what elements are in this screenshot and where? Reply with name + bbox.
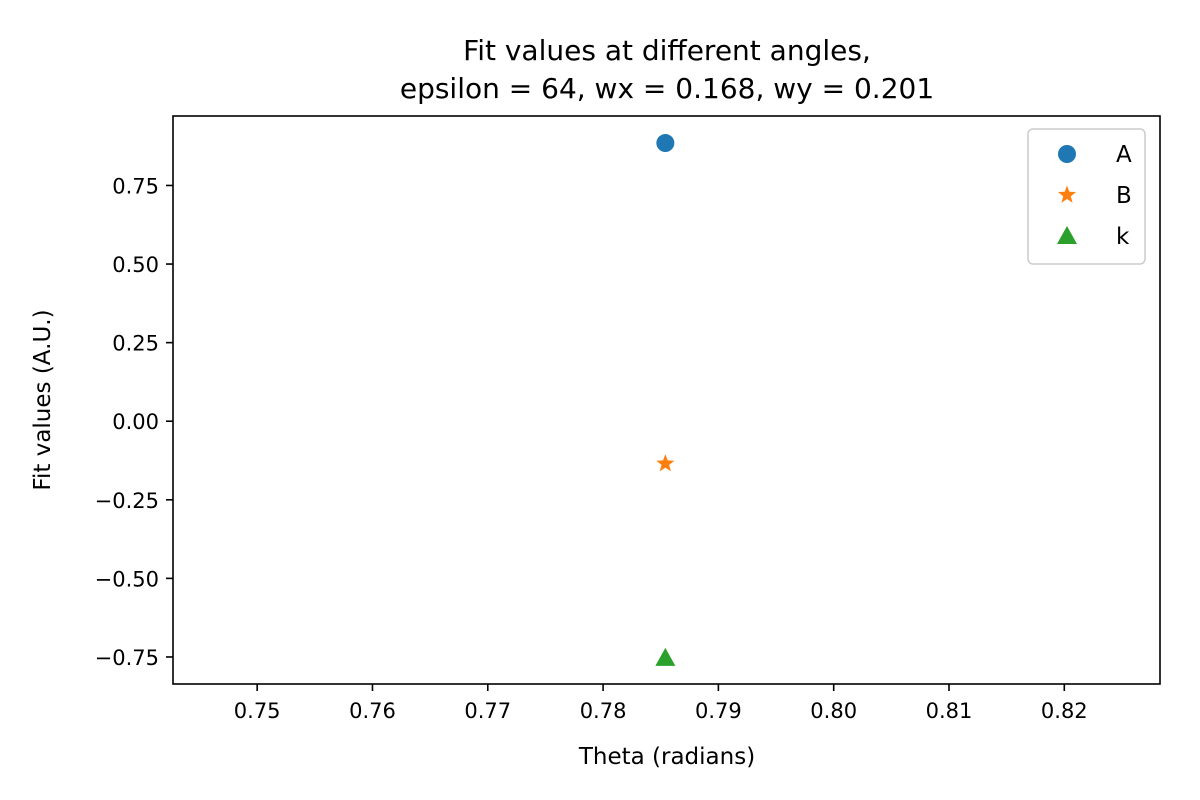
plot-area bbox=[172, 115, 1161, 685]
x-tick-label: 0.79 bbox=[695, 699, 742, 723]
data-points bbox=[655, 134, 676, 666]
legend-label-k: k bbox=[1116, 224, 1130, 250]
x-axis: 0.75 0.76 0.77 0.78 0.79 0.80 0.81 0.82 bbox=[234, 684, 1088, 723]
legend: ABk bbox=[1027, 128, 1146, 265]
chart-title-line1: Fit values at different angles, bbox=[463, 34, 871, 67]
legend-marker-b bbox=[1057, 185, 1077, 203]
y-tick-label: −0.75 bbox=[95, 646, 159, 670]
x-tick-label: 0.80 bbox=[810, 699, 857, 723]
y-tick-label: 0.75 bbox=[112, 174, 159, 198]
legend-label-b: B bbox=[1116, 183, 1132, 209]
y-tick-label: −0.50 bbox=[95, 567, 159, 591]
x-tick-label: 0.75 bbox=[234, 699, 281, 723]
legend-frame bbox=[1027, 128, 1146, 265]
y-tick-label: −0.25 bbox=[95, 489, 159, 513]
legend-label-a: A bbox=[1116, 142, 1132, 168]
y-tick-label: 0.50 bbox=[112, 253, 159, 277]
legend-marker-a bbox=[1058, 145, 1076, 163]
x-tick-label: 0.76 bbox=[349, 699, 396, 723]
legend-marker-k bbox=[1057, 226, 1077, 244]
x-tick-label: 0.81 bbox=[926, 699, 973, 723]
y-tick-label: 0.00 bbox=[112, 410, 159, 434]
y-tick-label: 0.25 bbox=[112, 332, 159, 356]
data-point-k bbox=[655, 647, 676, 666]
chart-title-line2: epsilon = 64, wx = 0.168, wy = 0.201 bbox=[400, 72, 934, 105]
y-axis-label: Fit values (A.U.) bbox=[30, 309, 56, 490]
data-point-a bbox=[656, 134, 675, 153]
x-axis-label: Theta (radians) bbox=[578, 744, 755, 770]
data-point-b bbox=[656, 454, 675, 472]
x-tick-label: 0.82 bbox=[1041, 699, 1088, 723]
x-tick-label: 0.78 bbox=[580, 699, 627, 723]
x-tick-label: 0.77 bbox=[464, 699, 511, 723]
y-axis: 0.75 0.50 0.25 0.00 −0.25 −0.50 −0.75 bbox=[95, 174, 173, 670]
